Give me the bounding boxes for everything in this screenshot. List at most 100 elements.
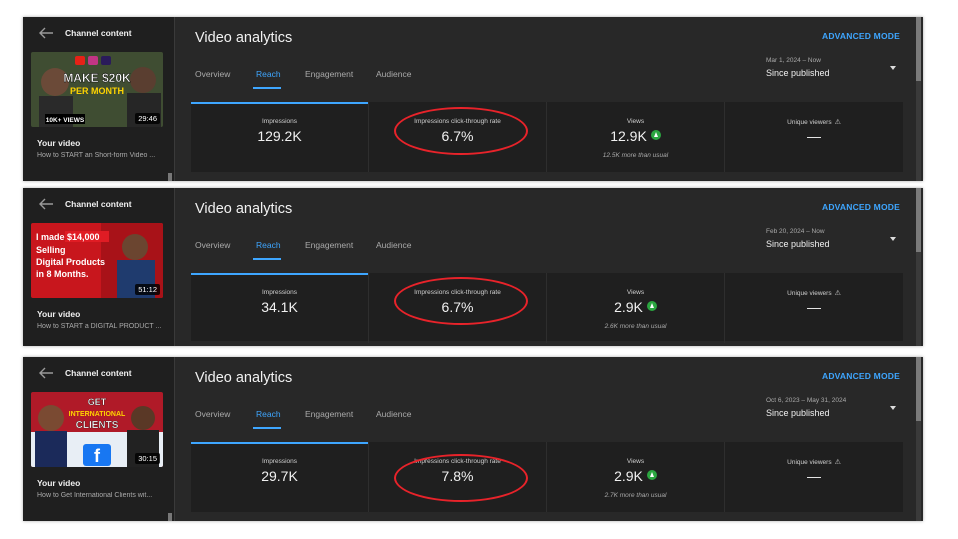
- metric-label: Impressions: [261, 289, 298, 296]
- metric-label: Unique viewers: [787, 119, 832, 126]
- sidebar: Channel content I made $14,000 Selling D…: [23, 188, 175, 346]
- date-range: Feb 20, 2024 – Now: [766, 228, 825, 235]
- thumbnail-text-2: INTERNATIONAL: [69, 411, 126, 418]
- svg-text:f: f: [94, 446, 101, 466]
- video-thumbnail[interactable]: MAKE $20K PER MONTH 10K+ VIEWS 29:46: [31, 52, 163, 127]
- tab-engagement[interactable]: Engagement: [305, 69, 354, 79]
- sidebar-scrollbar[interactable]: [168, 173, 172, 181]
- tab-audience[interactable]: Audience: [376, 240, 412, 250]
- highlight-circle: [394, 454, 528, 502]
- back-arrow-icon[interactable]: [37, 197, 55, 211]
- metric-unique-viewers[interactable]: Unique viewers ⚠ —: [725, 102, 903, 172]
- metric-unique-viewers[interactable]: Unique viewers ⚠ —: [725, 442, 903, 512]
- tab-reach[interactable]: Reach: [256, 69, 281, 79]
- thumbnail-text-highlight: $14,000: [67, 232, 100, 242]
- metric-label: Views: [626, 289, 645, 296]
- metric-value: —: [807, 468, 821, 484]
- trend-up-icon: [650, 130, 661, 141]
- period-selector[interactable]: Since published: [766, 239, 830, 249]
- thumbnail-text-3: CLIENTS: [76, 420, 119, 431]
- analytics-panel-3: Channel content f GET INTERNATIONAL CLIE…: [23, 357, 923, 521]
- sidebar-scrollbar[interactable]: [168, 513, 172, 521]
- metrics-row: Impressions 29.7K Impressions click-thro…: [191, 442, 903, 512]
- sidebar: Channel content f GET INTERNATIONAL CLIE…: [23, 357, 175, 521]
- metric-label: Impressions: [261, 118, 298, 125]
- page-title: Video analytics: [195, 201, 293, 217]
- metric-impressions[interactable]: Impressions 129.2K: [191, 102, 369, 172]
- page-title: Video analytics: [195, 30, 293, 46]
- chevron-down-icon[interactable]: [890, 406, 896, 410]
- scrollbar[interactable]: [916, 357, 921, 521]
- advanced-mode-button[interactable]: ADVANCED MODE: [821, 31, 900, 41]
- thumbnail-text-3: Digital Products: [36, 257, 105, 267]
- sidebar: Channel content MAKE $20K PER MONTH 10K+…: [23, 17, 175, 181]
- tab-audience[interactable]: Audience: [376, 69, 412, 79]
- metric-impressions[interactable]: Impressions 34.1K: [191, 273, 369, 343]
- scrollbar[interactable]: [916, 17, 921, 181]
- period-selector[interactable]: Since published: [766, 408, 830, 418]
- back-arrow-icon[interactable]: [37, 366, 55, 380]
- video-thumbnail[interactable]: I made $14,000 Selling Digital Products …: [31, 223, 163, 298]
- tab-overview[interactable]: Overview: [195, 409, 231, 419]
- chevron-down-icon[interactable]: [890, 237, 896, 241]
- scrollbar-thumb[interactable]: [916, 17, 921, 81]
- chevron-down-icon[interactable]: [890, 66, 896, 70]
- video-duration: 51:12: [135, 284, 160, 295]
- analytics-panel-1: Channel content MAKE $20K PER MONTH 10K+…: [23, 17, 923, 181]
- tab-audience[interactable]: Audience: [376, 409, 412, 419]
- video-thumbnail[interactable]: f GET INTERNATIONAL CLIENTS 30:15: [31, 392, 163, 467]
- your-video-label: Your video: [37, 309, 81, 319]
- thumbnail-image: I made $14,000 Selling Digital Products …: [31, 223, 163, 298]
- video-title[interactable]: How to Get International Clients wit...: [37, 492, 153, 499]
- tab-overview[interactable]: Overview: [195, 240, 231, 250]
- channel-content-label: Channel content: [65, 368, 132, 378]
- active-tab-indicator: [253, 427, 281, 429]
- your-video-label: Your video: [37, 138, 81, 148]
- tab-engagement[interactable]: Engagement: [305, 409, 354, 419]
- date-range: Mar 1, 2024 – Now: [766, 57, 821, 64]
- metric-label: Views: [626, 458, 645, 465]
- video-duration: 30:15: [135, 453, 160, 464]
- thumbnail-text-3: 10K+ VIEWS: [46, 117, 85, 124]
- date-range: Oct 6, 2023 – May 31, 2024: [766, 397, 847, 404]
- advanced-mode-button[interactable]: ADVANCED MODE: [821, 371, 900, 381]
- scrollbar-thumb[interactable]: [916, 188, 921, 252]
- metric-unique-viewers[interactable]: Unique viewers ⚠ —: [725, 273, 903, 343]
- channel-content-label: Channel content: [65, 199, 132, 209]
- metric-value: 34.1K: [261, 299, 298, 315]
- metric-label: Unique viewers: [787, 290, 832, 297]
- back-arrow-icon[interactable]: [37, 26, 55, 40]
- metric-value: —: [807, 128, 821, 144]
- warning-icon: ⚠: [834, 459, 841, 466]
- scrollbar[interactable]: [916, 188, 921, 346]
- thumbnail-text-1: GET: [88, 397, 107, 407]
- metric-views[interactable]: Views 12.9K 12.5K more than usual: [547, 102, 725, 172]
- video-title[interactable]: How to START an Short-form Video ...: [37, 152, 156, 159]
- metric-label: Impressions: [261, 458, 298, 465]
- thumbnail-text-1: I made: [36, 232, 65, 242]
- thumbnail-text-1: MAKE $20K: [63, 71, 131, 85]
- metric-note: 2.6K more than usual: [604, 323, 667, 330]
- scrollbar-thumb[interactable]: [916, 357, 921, 421]
- tab-overview[interactable]: Overview: [195, 69, 231, 79]
- active-tab-indicator: [253, 87, 281, 89]
- metric-impressions[interactable]: Impressions 29.7K: [191, 442, 369, 512]
- metric-value: 2.9K: [614, 468, 643, 484]
- metrics-row: Impressions 34.1K Impressions click-thro…: [191, 273, 903, 343]
- period-selector[interactable]: Since published: [766, 68, 830, 78]
- video-title[interactable]: How to START a DIGITAL PRODUCT ...: [37, 323, 162, 330]
- tab-reach[interactable]: Reach: [256, 240, 281, 250]
- warning-icon: ⚠: [834, 119, 841, 126]
- active-tab-indicator: [253, 258, 281, 260]
- highlight-circle: [394, 277, 528, 325]
- metric-note: 12.5K more than usual: [602, 152, 669, 159]
- advanced-mode-button[interactable]: ADVANCED MODE: [821, 202, 900, 212]
- metrics-row: Impressions 129.2K Impressions click-thr…: [191, 102, 903, 172]
- metric-views[interactable]: Views 2.9K 2.6K more than usual: [547, 273, 725, 343]
- tab-reach[interactable]: Reach: [256, 409, 281, 419]
- metric-views[interactable]: Views 2.9K 2.7K more than usual: [547, 442, 725, 512]
- warning-icon: ⚠: [834, 290, 841, 297]
- your-video-label: Your video: [37, 478, 81, 488]
- metric-value: 129.2K: [257, 128, 302, 144]
- tab-engagement[interactable]: Engagement: [305, 240, 354, 250]
